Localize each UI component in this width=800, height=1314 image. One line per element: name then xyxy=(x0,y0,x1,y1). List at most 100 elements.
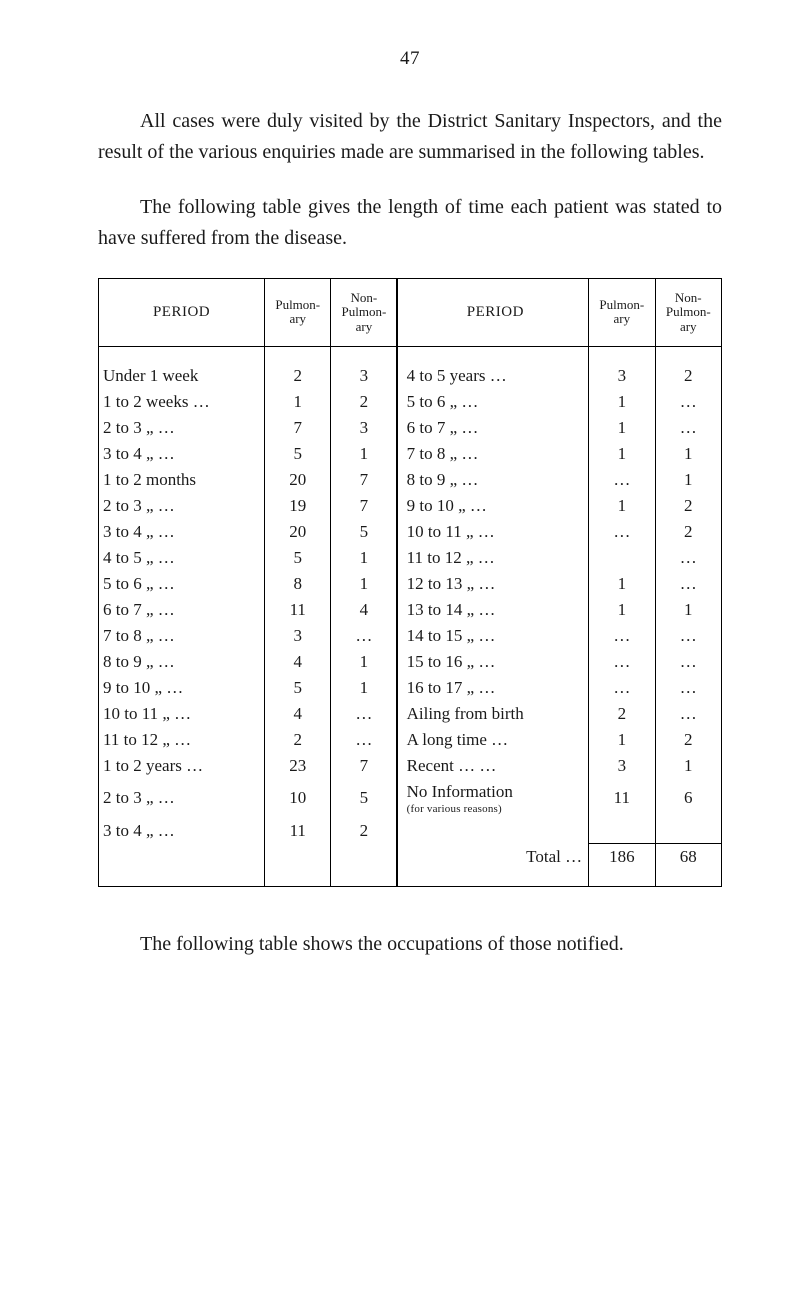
period-label-left: 6 to 7 „ … xyxy=(99,597,265,623)
nonpulmon-value-right: 1 xyxy=(655,753,721,779)
pulmon-value-right: 1 xyxy=(589,493,655,519)
table-body: Under 1 week234 to 5 years …321 to 2 wee… xyxy=(99,363,722,887)
pulmon-value-right xyxy=(589,545,655,571)
period-label-right xyxy=(403,818,589,844)
pulmon-value-right: … xyxy=(589,623,655,649)
table-row: 5 to 6 „ …8112 to 13 „ …1… xyxy=(99,571,722,597)
nonpulmon-value-left: 3 xyxy=(331,415,397,441)
pulmon-value-left: 5 xyxy=(265,675,331,701)
nonpulmon-value-left: 1 xyxy=(331,441,397,467)
pulmon-value-right: … xyxy=(589,519,655,545)
header-pulmon-left: Pulmon- ary xyxy=(265,279,331,347)
nonpulmon-value-left: 5 xyxy=(331,519,397,545)
nonpulmon-value-left: 1 xyxy=(331,571,397,597)
nonpulmon-value-left: … xyxy=(331,701,397,727)
table-row: 1 to 2 months2078 to 9 „ ……1 xyxy=(99,467,722,493)
period-label-right: Recent … … xyxy=(403,753,589,779)
period-label-left: 8 to 9 „ … xyxy=(99,649,265,675)
period-label-left: 11 to 12 „ … xyxy=(99,727,265,753)
nonpulmon-value-left: 7 xyxy=(331,493,397,519)
period-label-right: 16 to 17 „ … xyxy=(403,675,589,701)
period-label-right: 11 to 12 „ … xyxy=(403,545,589,571)
duration-table: PERIOD Pulmon- ary Non- Pulmon- ary PERI… xyxy=(98,278,722,887)
pulmon-value-right xyxy=(589,818,655,844)
nonpulmon-value-right: 1 xyxy=(655,597,721,623)
closing-text: The following table shows the occupation… xyxy=(140,933,624,955)
period-label-left: 9 to 10 „ … xyxy=(99,675,265,701)
table-row: 3 to 4 „ …517 to 8 „ …11 xyxy=(99,441,722,467)
table-row: 2 to 3 „ …736 to 7 „ …1… xyxy=(99,415,722,441)
pulmon-value-left: 1 xyxy=(265,389,331,415)
pulmon-value-right: 1 xyxy=(589,727,655,753)
header-nonpulmon-left: Non- Pulmon- ary xyxy=(331,279,397,347)
nonpulmon-value-right: … xyxy=(655,545,721,571)
nonpulmon-value-right: … xyxy=(655,675,721,701)
table-row: 1 to 2 years …237Recent … …31 xyxy=(99,753,722,779)
table-row: 9 to 10 „ …5116 to 17 „ ……… xyxy=(99,675,722,701)
header-period-left-text: PERIOD xyxy=(153,304,210,320)
pulmon-value-right: 1 xyxy=(589,597,655,623)
nonpulmon-value-left: 2 xyxy=(331,818,397,844)
period-label-left: Under 1 week xyxy=(99,363,265,389)
period-label-left: 5 to 6 „ … xyxy=(99,571,265,597)
period-label-right: 12 to 13 „ … xyxy=(403,571,589,597)
period-label-right: 13 to 14 „ … xyxy=(403,597,589,623)
nonpulmon-value-right: 2 xyxy=(655,363,721,389)
table-row: 7 to 8 „ …3…14 to 15 „ ……… xyxy=(99,623,722,649)
nonpulmon-value-left: 3 xyxy=(331,363,397,389)
header-period-left: PERIOD xyxy=(99,279,265,347)
total-label: Total … xyxy=(403,844,589,871)
pulmon-value-right: 1 xyxy=(589,441,655,467)
spacer-row xyxy=(99,346,722,363)
total-pulmon: 186 xyxy=(589,844,655,871)
empty-cell xyxy=(265,844,331,871)
table-row: 1 to 2 weeks …125 to 6 „ …1… xyxy=(99,389,722,415)
pulmon-value-left: 10 xyxy=(265,779,331,818)
nonpulmon-value-right: 2 xyxy=(655,519,721,545)
pulmon-value-left: 5 xyxy=(265,441,331,467)
nonpulmon-value-right: 1 xyxy=(655,467,721,493)
period-label-right: 10 to 11 „ … xyxy=(403,519,589,545)
header-pulmon-right: Pulmon- ary xyxy=(589,279,655,347)
pulmon-value-left: 23 xyxy=(265,753,331,779)
pulmon-value-right: … xyxy=(589,467,655,493)
pulmon-value-left: 11 xyxy=(265,818,331,844)
pulmon-value-left: 11 xyxy=(265,597,331,623)
closing-paragraph: The following table shows the occupation… xyxy=(98,929,722,960)
pulmon-value-left: 5 xyxy=(265,545,331,571)
pulmon-value-right: 3 xyxy=(589,363,655,389)
pulmon-value-left: 2 xyxy=(265,363,331,389)
total-nonpulmon: 68 xyxy=(655,844,721,871)
spacer-row xyxy=(99,870,722,887)
nonpulmon-value-right: 2 xyxy=(655,727,721,753)
pulmon-value-right: … xyxy=(589,675,655,701)
table-row: 11 to 12 „ …2…A long time …12 xyxy=(99,727,722,753)
nonpulmon-value-right: 1 xyxy=(655,441,721,467)
empty-cell xyxy=(99,844,265,871)
pulmon-value-left: 2 xyxy=(265,727,331,753)
page-number: 47 xyxy=(98,48,722,70)
period-label-right: 5 to 6 „ … xyxy=(403,389,589,415)
header-period-right-text: PERIOD xyxy=(467,304,524,320)
pulmon-value-right: 1 xyxy=(589,415,655,441)
nonpulmon-value-right: … xyxy=(655,415,721,441)
nonpulmon-value-right: … xyxy=(655,623,721,649)
period-label-left: 3 to 4 „ … xyxy=(99,818,265,844)
table-row: 3 to 4 „ …20510 to 11 „ ……2 xyxy=(99,519,722,545)
period-label-right: Ailing from birth xyxy=(403,701,589,727)
period-label-left: 7 to 8 „ … xyxy=(99,623,265,649)
pulmon-value-right: 3 xyxy=(589,753,655,779)
paragraph-2: The following table gives the length of … xyxy=(98,192,722,254)
note-text: (for various reasons) xyxy=(407,803,584,815)
period-label-left: 10 to 11 „ … xyxy=(99,701,265,727)
period-label-left: 1 to 2 years … xyxy=(99,753,265,779)
nonpulmon-value-left: 7 xyxy=(331,753,397,779)
table-row: Under 1 week234 to 5 years …32 xyxy=(99,363,722,389)
pulmon-value-left: 4 xyxy=(265,701,331,727)
nonpulmon-value-right: 6 xyxy=(655,779,721,818)
nonpulmon-value-right: … xyxy=(655,649,721,675)
table-row: 6 to 7 „ …11413 to 14 „ …11 xyxy=(99,597,722,623)
nonpulmon-value-left: … xyxy=(331,727,397,753)
nonpulmon-value-left: 5 xyxy=(331,779,397,818)
period-label-left: 1 to 2 months xyxy=(99,467,265,493)
